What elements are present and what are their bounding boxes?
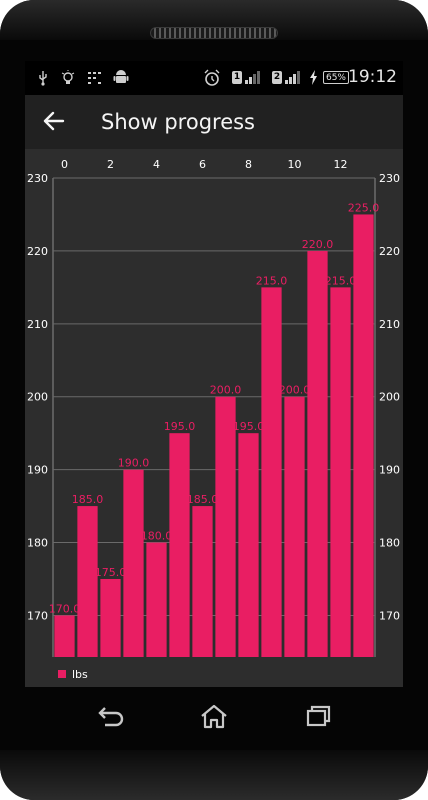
x-tick-label: 8 [245,158,252,171]
bar-value-label: 195.0 [164,420,196,433]
screen: 1 2 65% 19:12 Show progress 170 170 180 180… [25,61,403,687]
signal-icon [285,71,301,84]
home-icon[interactable] [194,697,234,737]
y-tick-label-right: 170 [379,609,400,622]
bar-value-label: 195.0 [233,420,265,433]
y-tick-label-left: 170 [27,609,48,622]
y-tick-label-right: 200 [379,391,400,404]
chart-bar [54,615,75,657]
y-tick-label-right: 190 [379,464,400,477]
bar-value-label: 215.0 [256,274,288,287]
x-tick-label: 6 [199,158,206,171]
chart-bar [261,287,282,657]
app-bar: Show progress [25,95,403,149]
x-tick-label: 0 [61,158,68,171]
y-tick-label-left: 200 [27,391,48,404]
page-title: Show progress [101,110,255,134]
back-arrow-icon[interactable] [41,108,67,134]
y-tick-label-right: 230 [379,172,400,185]
y-tick-label-left: 220 [27,245,48,258]
phone-bottom-bevel [0,750,428,800]
battery-icon: 65% [323,71,349,84]
x-tick-label: 12 [334,158,348,171]
chart-bar [146,542,167,657]
bar-value-label: 185.0 [187,493,219,506]
chart-bar [284,396,305,657]
y-tick-label-left: 230 [27,172,48,185]
clock: 19:12 [348,67,397,87]
bar-value-label: 220.0 [302,238,334,251]
android-icon [113,70,129,83]
alarm-clock-icon [204,69,220,86]
back-icon[interactable] [90,697,130,737]
chart-bar [330,287,351,657]
chart-bar [307,250,328,657]
speaker-grille [150,27,278,39]
y-tick-label-right: 180 [379,537,400,550]
navigation-bar [0,687,428,747]
chart-bar [353,214,374,657]
x-tick-label: 10 [288,158,302,171]
y-tick-label-left: 180 [27,537,48,550]
chart-bar [100,578,121,657]
legend-swatch [58,670,66,678]
status-bar: 1 2 65% 19:12 [25,61,403,95]
sim1-badge: 1 [232,71,242,84]
bar-value-label: 170.0 [49,602,81,615]
bar-value-label: 200.0 [210,384,242,397]
x-tick-label: 2 [107,158,114,171]
y-tick-label-right: 220 [379,245,400,258]
y-tick-label-left: 190 [27,464,48,477]
bar-value-label: 175.0 [95,566,127,579]
usb-icon [39,71,47,86]
chart-bar [123,469,144,657]
y-tick-label-right: 210 [379,318,400,331]
bar-value-label: 180.0 [141,530,173,543]
chart-bar [77,506,98,657]
bar-value-label: 190.0 [118,457,150,470]
recent-apps-icon[interactable] [298,697,338,737]
bar-value-label: 225.0 [348,201,380,214]
x-tick-label: 4 [153,158,160,171]
charging-icon [310,70,317,85]
keypad-icon [88,72,101,84]
sim2-badge: 2 [272,71,282,84]
bulb-icon [61,70,75,84]
chart-bar [238,433,259,657]
bar-value-label: 215.0 [325,274,357,287]
chart-bar [192,506,213,657]
signal-icon [245,71,261,84]
y-tick-label-left: 210 [27,318,48,331]
chart-bar [169,433,190,657]
bar-value-label: 185.0 [72,493,104,506]
legend-label: lbs [72,668,88,681]
bar-value-label: 200.0 [279,384,311,397]
chart-bar [215,396,236,657]
